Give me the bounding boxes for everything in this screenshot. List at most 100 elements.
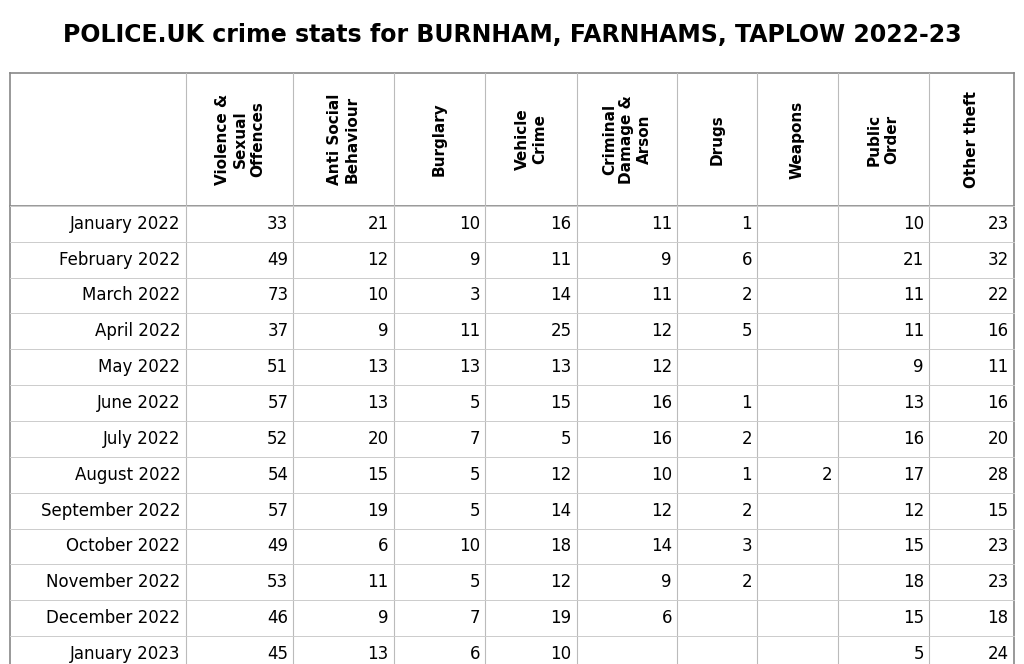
Text: 11: 11 <box>650 214 672 233</box>
Text: March 2022: March 2022 <box>82 286 180 305</box>
Text: 11: 11 <box>650 286 672 305</box>
Text: 1: 1 <box>741 214 753 233</box>
Text: 14: 14 <box>651 537 672 556</box>
Text: 10: 10 <box>903 214 924 233</box>
Text: 2: 2 <box>741 430 753 448</box>
Text: September 2022: September 2022 <box>41 501 180 520</box>
Text: 46: 46 <box>267 609 289 627</box>
Text: 7: 7 <box>470 430 480 448</box>
Text: 57: 57 <box>267 394 289 412</box>
Text: 18: 18 <box>903 573 924 592</box>
Text: April 2022: April 2022 <box>94 322 180 341</box>
Text: 15: 15 <box>903 609 924 627</box>
Text: 2: 2 <box>741 286 753 305</box>
Text: 20: 20 <box>368 430 389 448</box>
Text: 13: 13 <box>368 358 389 376</box>
Text: 5: 5 <box>741 322 753 341</box>
Text: 3: 3 <box>741 537 753 556</box>
Text: June 2022: June 2022 <box>96 394 180 412</box>
Text: Vehicle
Crime: Vehicle Crime <box>515 109 547 170</box>
Text: 3: 3 <box>469 286 480 305</box>
Text: 13: 13 <box>550 358 571 376</box>
Text: 14: 14 <box>551 501 571 520</box>
Text: 12: 12 <box>902 501 924 520</box>
Text: 15: 15 <box>987 501 1009 520</box>
Text: 15: 15 <box>368 465 389 484</box>
Text: 13: 13 <box>368 394 389 412</box>
Text: 33: 33 <box>267 214 289 233</box>
Text: 1: 1 <box>741 465 753 484</box>
Text: 12: 12 <box>650 358 672 376</box>
Text: 12: 12 <box>550 465 571 484</box>
Text: 14: 14 <box>551 286 571 305</box>
Text: February 2022: February 2022 <box>59 250 180 269</box>
Text: 9: 9 <box>913 358 924 376</box>
Text: Other theft: Other theft <box>964 91 979 188</box>
Text: 13: 13 <box>902 394 924 412</box>
Text: 16: 16 <box>551 214 571 233</box>
Text: 15: 15 <box>903 537 924 556</box>
Text: 16: 16 <box>651 430 672 448</box>
Text: 5: 5 <box>470 465 480 484</box>
Text: 20: 20 <box>987 430 1009 448</box>
Text: 6: 6 <box>378 537 389 556</box>
Text: 57: 57 <box>267 501 289 520</box>
Text: 11: 11 <box>459 322 480 341</box>
Text: 6: 6 <box>662 609 672 627</box>
Text: May 2022: May 2022 <box>98 358 180 376</box>
Text: January 2023: January 2023 <box>70 645 180 663</box>
Text: 25: 25 <box>551 322 571 341</box>
Text: 21: 21 <box>902 250 924 269</box>
Text: 5: 5 <box>470 394 480 412</box>
Text: 16: 16 <box>651 394 672 412</box>
Text: January 2022: January 2022 <box>70 214 180 233</box>
Text: 23: 23 <box>987 537 1009 556</box>
Text: Drugs: Drugs <box>710 114 725 165</box>
Text: 12: 12 <box>368 250 389 269</box>
Text: 23: 23 <box>987 573 1009 592</box>
Text: 49: 49 <box>267 250 289 269</box>
Text: 2: 2 <box>822 465 833 484</box>
Text: December 2022: December 2022 <box>46 609 180 627</box>
Text: 10: 10 <box>368 286 389 305</box>
Text: 12: 12 <box>650 501 672 520</box>
Text: 6: 6 <box>470 645 480 663</box>
Text: 16: 16 <box>987 322 1009 341</box>
Text: 19: 19 <box>368 501 389 520</box>
Text: 6: 6 <box>741 250 753 269</box>
Text: 37: 37 <box>267 322 289 341</box>
Text: 9: 9 <box>470 250 480 269</box>
Text: 2: 2 <box>741 573 753 592</box>
Text: 11: 11 <box>902 286 924 305</box>
Text: November 2022: November 2022 <box>46 573 180 592</box>
Text: 49: 49 <box>267 537 289 556</box>
Text: 53: 53 <box>267 573 289 592</box>
Text: July 2022: July 2022 <box>102 430 180 448</box>
Text: 5: 5 <box>913 645 924 663</box>
Text: Violence &
Sexual
Offences: Violence & Sexual Offences <box>215 94 265 185</box>
Text: Criminal
Damage &
Arson: Criminal Damage & Arson <box>602 95 651 184</box>
Text: Anti Social
Behaviour: Anti Social Behaviour <box>328 94 359 185</box>
Text: 11: 11 <box>902 322 924 341</box>
Text: 10: 10 <box>651 465 672 484</box>
Text: 11: 11 <box>987 358 1009 376</box>
Text: 13: 13 <box>459 358 480 376</box>
Text: 11: 11 <box>550 250 571 269</box>
Text: 24: 24 <box>987 645 1009 663</box>
Text: 5: 5 <box>561 430 571 448</box>
Text: 2: 2 <box>741 501 753 520</box>
Text: 15: 15 <box>551 394 571 412</box>
Text: 17: 17 <box>903 465 924 484</box>
Text: 5: 5 <box>470 501 480 520</box>
Text: 52: 52 <box>267 430 289 448</box>
Text: 5: 5 <box>470 573 480 592</box>
Text: 12: 12 <box>650 322 672 341</box>
Text: 18: 18 <box>987 609 1009 627</box>
Text: 9: 9 <box>662 250 672 269</box>
Text: 73: 73 <box>267 286 289 305</box>
Text: 18: 18 <box>551 537 571 556</box>
Text: 22: 22 <box>987 286 1009 305</box>
Text: 13: 13 <box>368 645 389 663</box>
Text: 9: 9 <box>378 609 389 627</box>
Text: 9: 9 <box>662 573 672 592</box>
